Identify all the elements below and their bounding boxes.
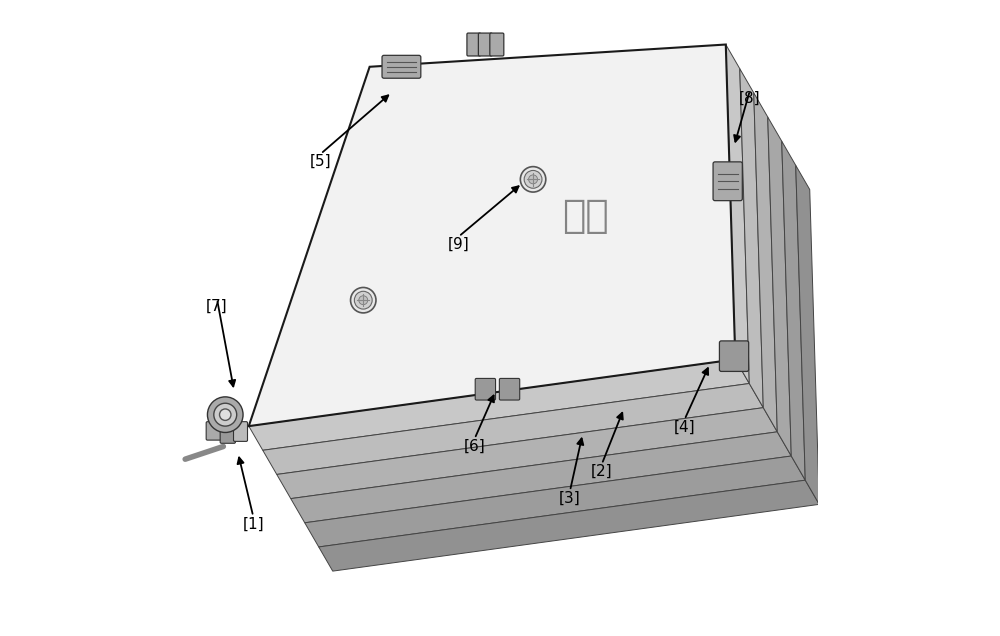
- Text: [8]: [8]: [739, 90, 761, 106]
- Text: [1]: [1]: [242, 516, 264, 532]
- Polygon shape: [740, 69, 763, 408]
- FancyBboxPatch shape: [490, 33, 504, 56]
- Circle shape: [220, 409, 231, 420]
- Polygon shape: [249, 359, 749, 450]
- FancyBboxPatch shape: [220, 422, 235, 443]
- Circle shape: [520, 167, 546, 192]
- FancyBboxPatch shape: [719, 341, 749, 371]
- Text: [3]: [3]: [559, 491, 581, 506]
- Polygon shape: [754, 93, 777, 432]
- Text: [7]: [7]: [206, 299, 228, 314]
- Text: [9]: [9]: [448, 237, 470, 252]
- FancyBboxPatch shape: [499, 378, 520, 400]
- Text: [6]: [6]: [464, 439, 485, 454]
- Circle shape: [207, 397, 243, 432]
- FancyBboxPatch shape: [206, 422, 221, 440]
- Polygon shape: [291, 432, 791, 523]
- Circle shape: [214, 403, 237, 426]
- FancyBboxPatch shape: [467, 33, 481, 56]
- Circle shape: [354, 291, 372, 309]
- Polygon shape: [768, 117, 791, 456]
- Circle shape: [351, 287, 376, 313]
- Polygon shape: [782, 141, 805, 480]
- Text: [4]: [4]: [674, 420, 695, 435]
- Polygon shape: [277, 408, 777, 499]
- Circle shape: [529, 175, 538, 184]
- FancyBboxPatch shape: [713, 162, 742, 201]
- Text: 正面: 正面: [562, 197, 609, 235]
- Polygon shape: [796, 165, 819, 504]
- Polygon shape: [726, 45, 749, 384]
- Circle shape: [359, 296, 368, 305]
- Polygon shape: [305, 456, 805, 547]
- FancyBboxPatch shape: [475, 378, 496, 400]
- Text: [5]: [5]: [310, 154, 331, 169]
- Polygon shape: [249, 45, 735, 426]
- Text: [2]: [2]: [591, 464, 613, 480]
- Polygon shape: [319, 480, 819, 571]
- FancyBboxPatch shape: [382, 55, 421, 78]
- Polygon shape: [263, 384, 763, 474]
- FancyBboxPatch shape: [478, 33, 492, 56]
- Circle shape: [524, 170, 542, 188]
- FancyBboxPatch shape: [234, 422, 248, 441]
